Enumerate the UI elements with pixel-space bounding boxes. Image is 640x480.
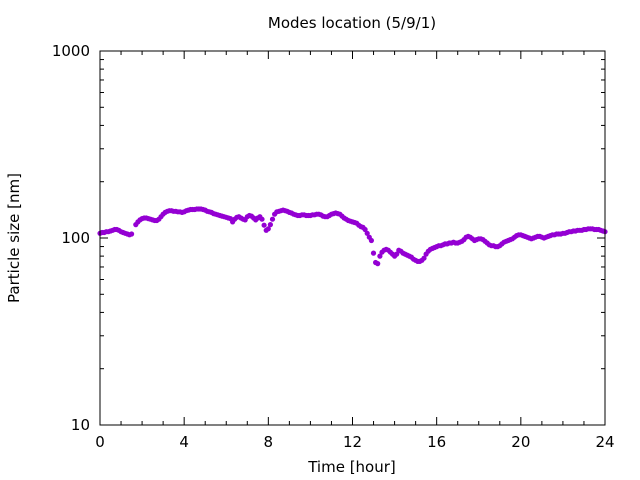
x-tick-label: 16: [427, 433, 446, 451]
data-point: [129, 231, 135, 237]
x-tick-label: 12: [343, 433, 362, 451]
data-point: [259, 216, 265, 222]
x-tick-label: 24: [595, 433, 614, 451]
chart-title: Modes location (5/9/1): [268, 14, 436, 32]
y-tick-label: 10: [71, 416, 90, 434]
x-tick-label: 0: [95, 433, 105, 451]
data-point: [267, 222, 273, 228]
data-point: [370, 250, 377, 256]
x-axis-label: Time [hour]: [307, 458, 396, 476]
y-axis-label: Particle size [nm]: [5, 173, 23, 303]
data-point: [375, 261, 381, 267]
x-tick-label: 4: [179, 433, 189, 451]
data-point: [368, 237, 374, 244]
data-point: [377, 253, 383, 259]
data-point: [364, 230, 370, 236]
data-points: [97, 206, 608, 267]
axis-ticks: [99, 50, 606, 426]
data-point: [362, 226, 368, 233]
data-point: [394, 251, 400, 257]
data-point: [421, 255, 427, 261]
x-tick-labels: 0 4 8 12 16 20 24: [95, 433, 614, 451]
data-point: [265, 226, 271, 232]
data-point: [261, 222, 267, 228]
data-point: [269, 216, 276, 222]
x-tick-label: 20: [511, 433, 530, 451]
y-tick-label: 1000: [52, 42, 90, 60]
y-tick-labels: 10 100 1000: [52, 42, 90, 434]
y-tick-label: 100: [61, 229, 90, 247]
x-tick-label: 8: [264, 433, 274, 451]
